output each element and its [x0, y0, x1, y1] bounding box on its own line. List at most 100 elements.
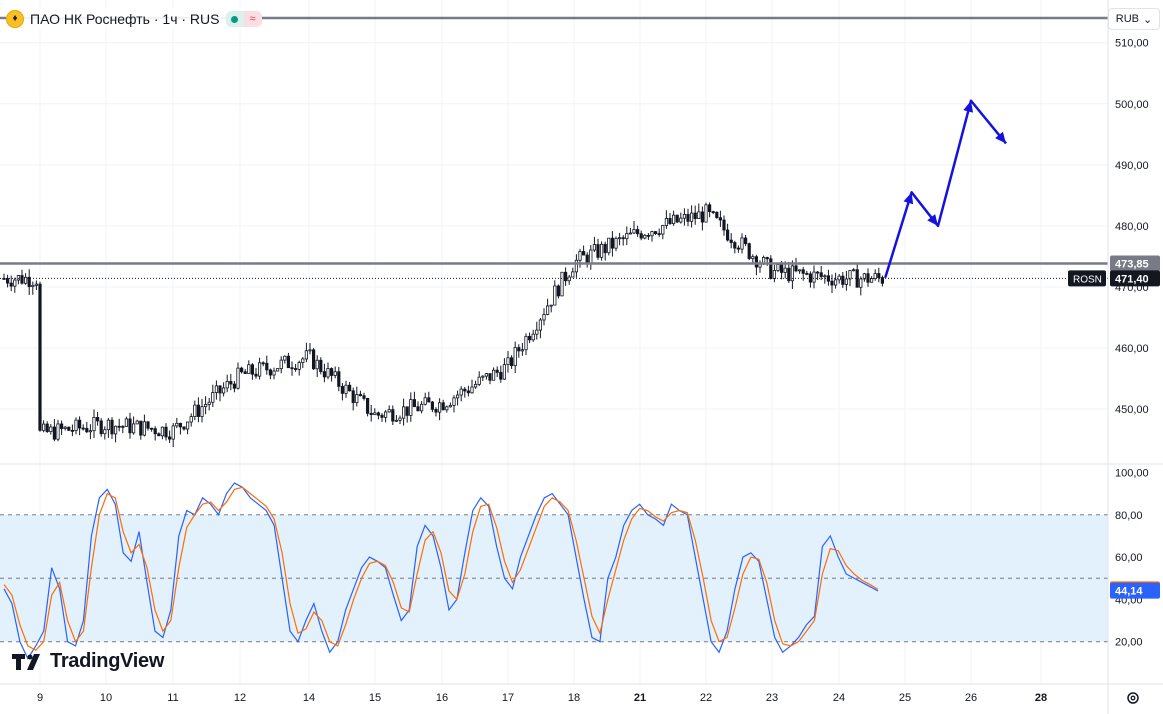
- stochastic-d-line: [3, 486, 879, 651]
- price-tick-label: 490,00: [1115, 160, 1149, 172]
- candle-up: [812, 271, 816, 283]
- candle-up: [236, 367, 240, 389]
- candle-up: [650, 231, 654, 237]
- delayed-data-icon: ≈: [243, 11, 262, 27]
- symbol-tag: ROSN: [1073, 274, 1102, 285]
- candle-down: [239, 367, 244, 373]
- tradingview-watermark: TradingView: [12, 650, 164, 673]
- candle-up: [106, 419, 110, 431]
- candle-up: [679, 217, 683, 223]
- candle-down: [365, 397, 370, 414]
- candle-down: [322, 371, 327, 378]
- candle-up: [740, 237, 744, 250]
- settings-gear-icon[interactable]: [1124, 689, 1142, 707]
- candle-down: [564, 271, 568, 282]
- candle-down: [517, 347, 521, 352]
- candle-down: [78, 419, 82, 429]
- forecast-arrowhead: [903, 192, 914, 205]
- stochastic-tick-label: 80,00: [1115, 510, 1143, 522]
- candle-up: [484, 373, 489, 377]
- candle-down: [38, 283, 42, 431]
- candle-up: [13, 279, 17, 287]
- candle-up: [135, 420, 139, 425]
- candle-up: [344, 384, 348, 394]
- candle-down: [412, 399, 417, 408]
- candle-down: [229, 380, 233, 385]
- level-price-badge-bg: [1110, 255, 1160, 272]
- candle-up: [301, 358, 305, 363]
- stochastic-tick-label: 60,00: [1115, 552, 1143, 564]
- candle-down: [488, 373, 492, 381]
- candle-up: [247, 364, 251, 374]
- market-status-pill[interactable]: ≈: [225, 11, 262, 27]
- candle-down: [830, 280, 834, 286]
- candle-up: [672, 214, 676, 225]
- candle-up: [387, 409, 391, 413]
- candle-up: [272, 370, 276, 376]
- candles-group: [2, 202, 885, 448]
- candle-down: [736, 247, 741, 250]
- candle-down: [358, 394, 363, 397]
- candle-down: [157, 433, 161, 437]
- candle-up: [531, 333, 535, 341]
- forecast-arrowhead: [963, 100, 974, 113]
- candle-up: [308, 349, 312, 352]
- candle-down: [718, 217, 723, 221]
- symbol-title[interactable]: ПАО НК Роснефть · 1ч · RUS: [30, 11, 220, 27]
- candle-up: [643, 234, 647, 239]
- candle-up: [207, 401, 211, 405]
- chevron-down-icon: ⌄: [1143, 13, 1153, 26]
- candle-down: [805, 272, 809, 275]
- candle-down: [27, 276, 31, 288]
- candle-down: [668, 218, 672, 225]
- candle-up: [200, 406, 204, 417]
- time-axis-label: 26: [965, 692, 977, 704]
- tradingview-wordmark: TradingView: [50, 650, 165, 672]
- candle-down: [81, 427, 85, 430]
- candle-up: [628, 232, 633, 235]
- candle-down: [369, 412, 373, 416]
- candle-down: [351, 390, 355, 403]
- candle-up: [283, 355, 287, 361]
- candle-down: [427, 397, 431, 403]
- candle-down: [347, 384, 352, 392]
- candle-down: [675, 214, 679, 223]
- time-axis-label: 17: [502, 692, 514, 704]
- candle-down: [711, 211, 715, 214]
- candle-up: [625, 233, 629, 240]
- candle-down: [603, 243, 607, 254]
- candle-up: [632, 229, 636, 234]
- candle-up: [455, 394, 460, 399]
- candle-up: [477, 376, 481, 385]
- candle-up: [704, 204, 708, 223]
- candle-down: [596, 244, 600, 258]
- candle-down: [6, 278, 10, 284]
- candle-up: [859, 278, 863, 288]
- candle-up: [437, 402, 442, 413]
- candle-up: [873, 273, 877, 280]
- candle-up: [798, 269, 802, 272]
- candle-up: [401, 406, 406, 419]
- candle-up: [189, 416, 193, 423]
- rosneft-logo-icon: ♦: [6, 10, 24, 28]
- candle-up: [664, 218, 669, 226]
- stochastic-k-line: [3, 482, 879, 660]
- candle-up: [772, 270, 777, 279]
- candle-up: [74, 419, 78, 431]
- candle-up: [592, 244, 597, 251]
- candle-down: [794, 265, 798, 272]
- candle-up: [852, 269, 856, 272]
- candle-up: [502, 364, 507, 380]
- candle-up: [542, 314, 546, 321]
- candle-down: [153, 428, 157, 435]
- candle-up: [848, 270, 852, 280]
- candle-up: [524, 335, 528, 351]
- time-axis-label: 18: [568, 692, 580, 704]
- candle-down: [686, 213, 690, 222]
- currency-selector[interactable]: RUB ⌄: [1108, 8, 1160, 30]
- candle-down: [405, 406, 409, 416]
- candle-down: [654, 231, 658, 234]
- candle-down: [121, 425, 125, 428]
- candle-up: [160, 426, 164, 437]
